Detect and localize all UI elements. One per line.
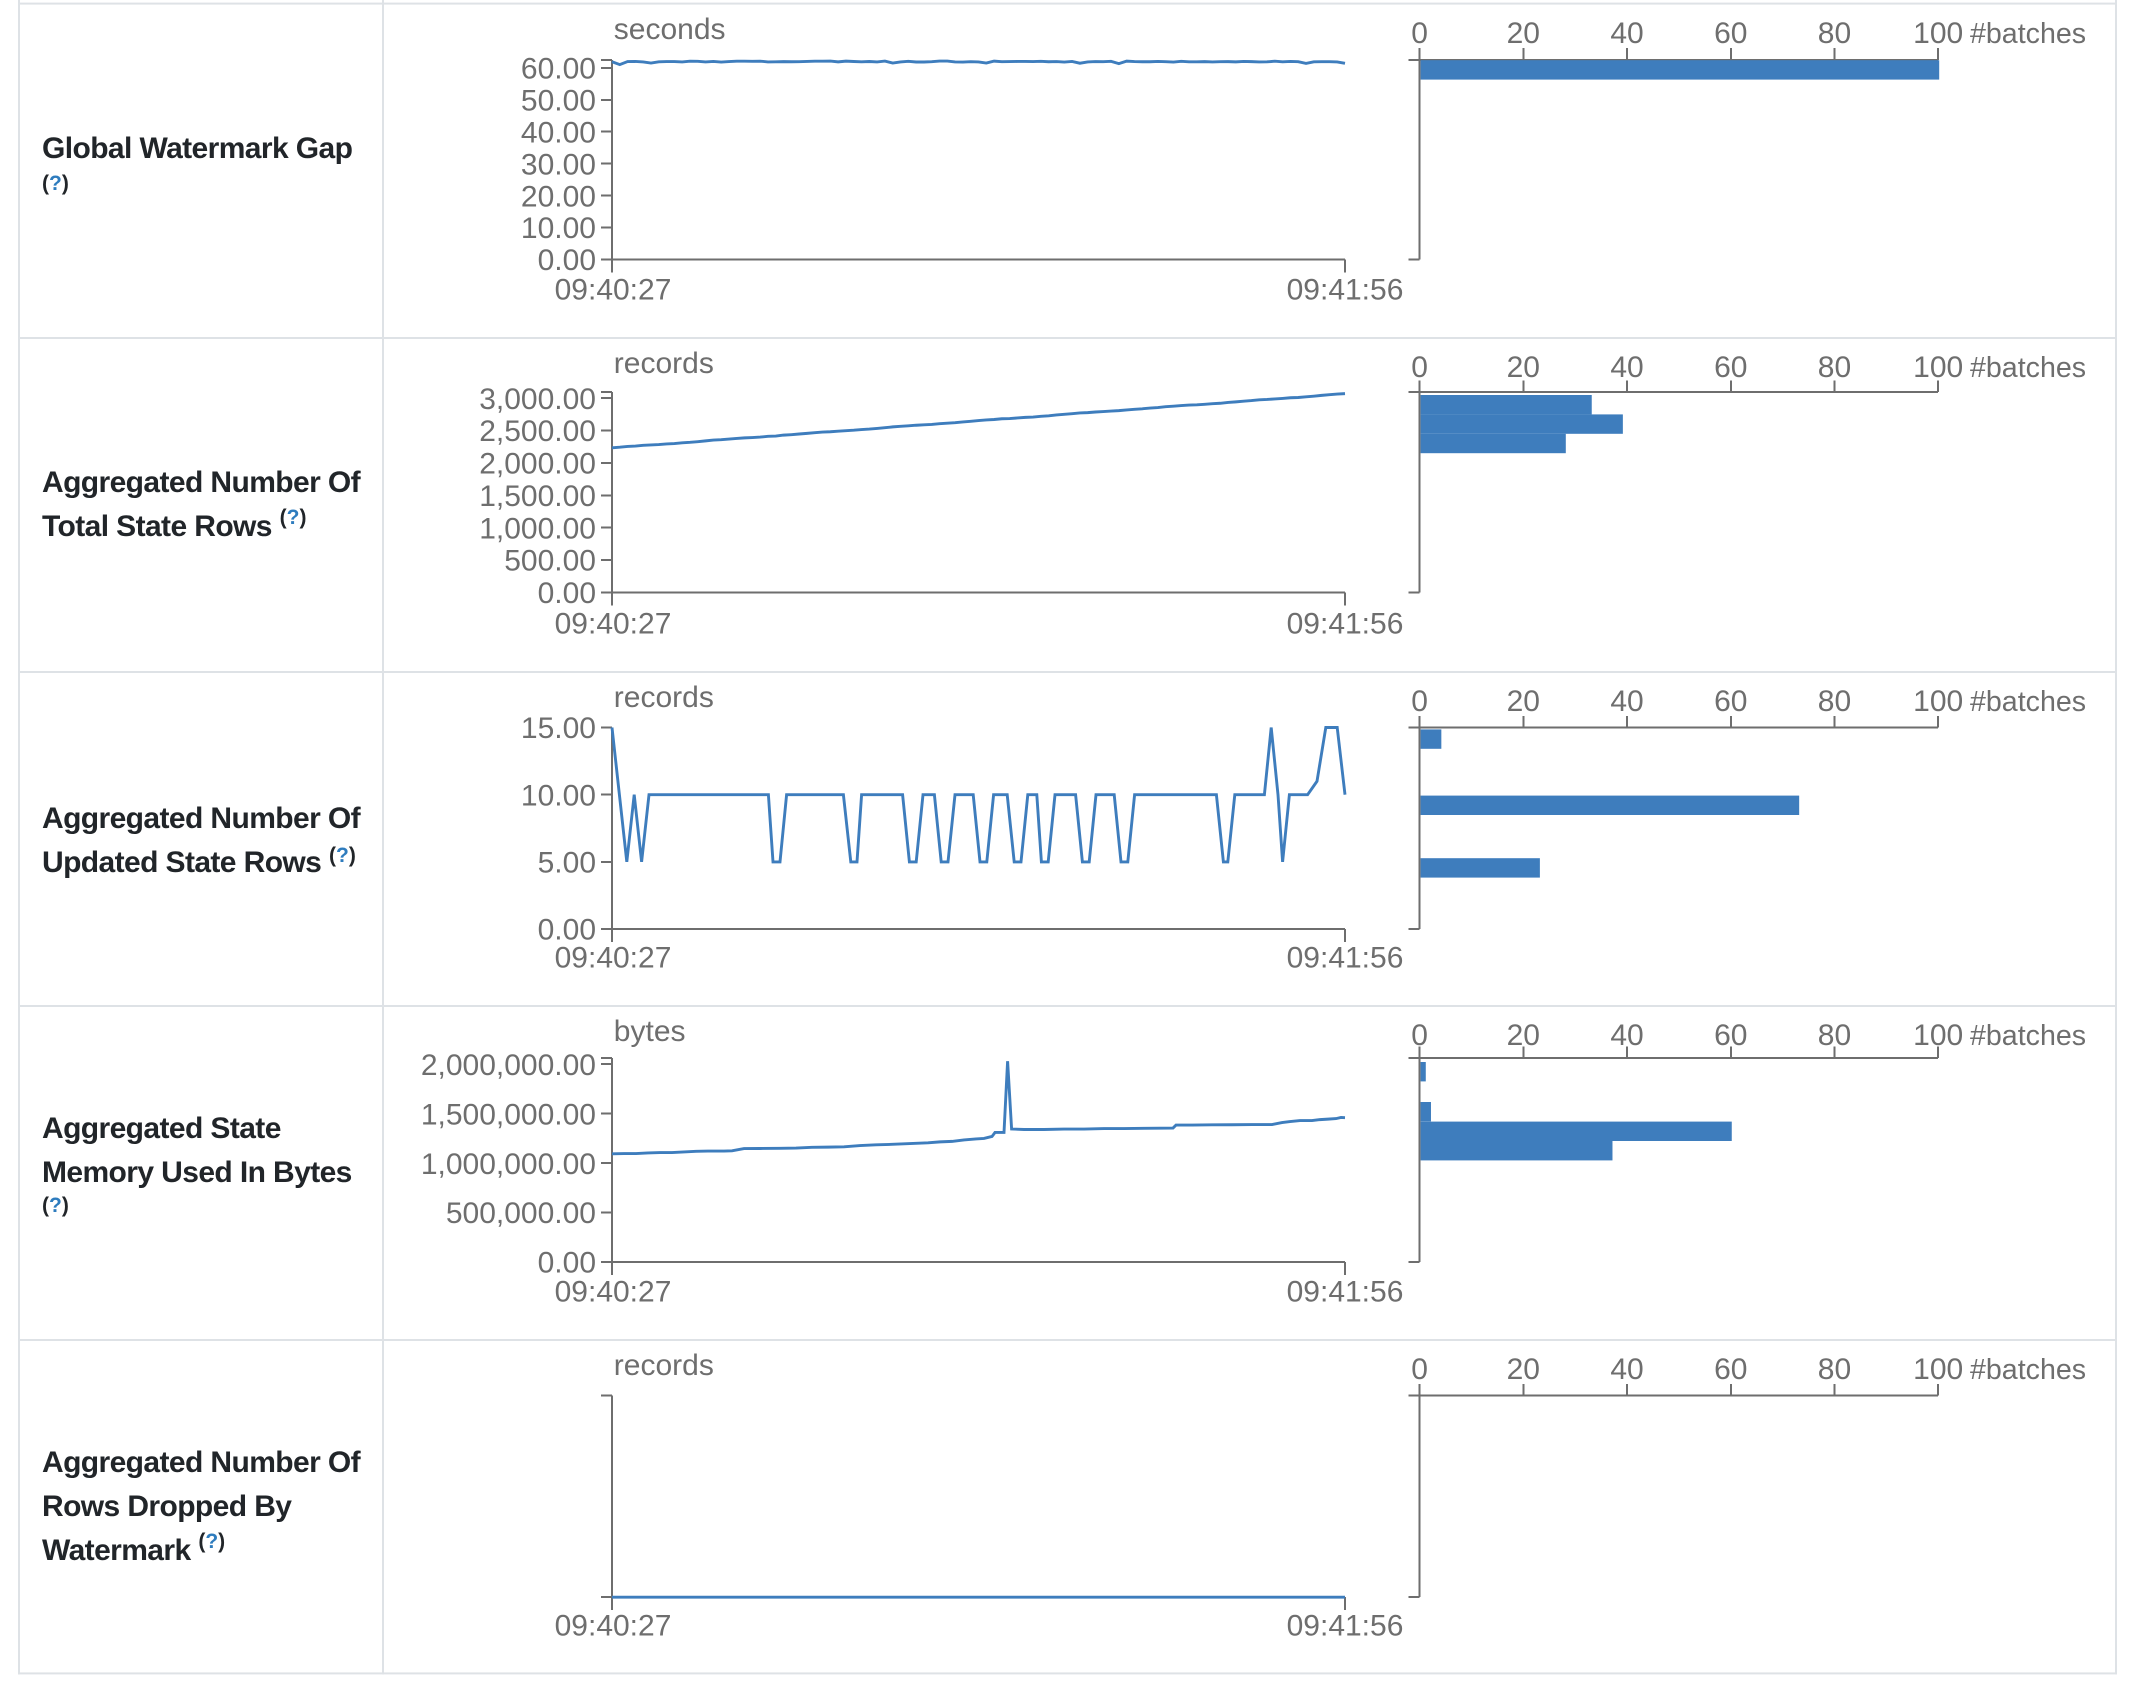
svg-text:2,000,000.00: 2,000,000.00: [421, 1049, 596, 1082]
svg-text:09:40:27: 09:40:27: [555, 1609, 672, 1642]
svg-text:60: 60: [1714, 351, 1747, 384]
svg-text:09:41:56: 09:41:56: [1287, 1275, 1404, 1308]
svg-text:09:41:56: 09:41:56: [1287, 273, 1404, 306]
svg-text:09:41:56: 09:41:56: [1287, 607, 1404, 640]
svg-text:80: 80: [1818, 1019, 1851, 1052]
svg-text:100: 100: [1913, 17, 1963, 50]
svg-text:0.00: 0.00: [538, 244, 596, 277]
svg-text:40: 40: [1610, 1019, 1643, 1052]
svg-text:3,000.00: 3,000.00: [479, 383, 596, 416]
svg-text:40: 40: [1610, 1353, 1643, 1386]
svg-text:10.00: 10.00: [521, 779, 596, 812]
svg-text:09:40:27: 09:40:27: [555, 273, 672, 306]
svg-text:100: 100: [1913, 351, 1963, 384]
svg-text:60: 60: [1714, 1019, 1747, 1052]
svg-text:0: 0: [1411, 1353, 1428, 1386]
svg-text:records: records: [614, 347, 714, 380]
svg-text:40: 40: [1610, 351, 1643, 384]
svg-text:500.00: 500.00: [504, 545, 596, 578]
svg-text:60: 60: [1714, 1353, 1747, 1386]
svg-text:20: 20: [1507, 685, 1540, 718]
svg-text:records: records: [614, 681, 714, 714]
svg-text:0: 0: [1411, 1019, 1428, 1052]
svg-text:0.00: 0.00: [538, 1247, 596, 1280]
svg-text:seconds: seconds: [614, 13, 726, 46]
svg-text:20.00: 20.00: [521, 180, 596, 213]
svg-text:40: 40: [1610, 685, 1643, 718]
svg-text:500,000.00: 500,000.00: [446, 1197, 596, 1230]
svg-text:#batches: #batches: [1970, 352, 2086, 384]
svg-text:40.00: 40.00: [521, 116, 596, 149]
svg-text:09:40:27: 09:40:27: [555, 941, 672, 974]
svg-text:100: 100: [1913, 685, 1963, 718]
svg-text:#batches: #batches: [1970, 18, 2086, 50]
svg-text:2,000.00: 2,000.00: [479, 448, 596, 481]
svg-text:09:41:56: 09:41:56: [1287, 1609, 1404, 1642]
svg-text:100: 100: [1913, 1019, 1963, 1052]
svg-text:0: 0: [1411, 685, 1428, 718]
svg-text:1,500.00: 1,500.00: [479, 480, 596, 513]
svg-text:15.00: 15.00: [521, 712, 596, 745]
svg-text:20: 20: [1507, 351, 1540, 384]
svg-text:#batches: #batches: [1970, 686, 2086, 718]
svg-text:09:40:27: 09:40:27: [555, 607, 672, 640]
svg-text:2,500.00: 2,500.00: [479, 415, 596, 448]
svg-text:20: 20: [1507, 1019, 1540, 1052]
svg-text:0: 0: [1411, 17, 1428, 50]
svg-text:60: 60: [1714, 685, 1747, 718]
svg-text:records: records: [614, 1349, 714, 1382]
svg-text:5.00: 5.00: [538, 847, 596, 880]
svg-text:80: 80: [1818, 351, 1851, 384]
svg-text:60.00: 60.00: [521, 52, 596, 85]
svg-text:40: 40: [1610, 17, 1643, 50]
svg-text:10.00: 10.00: [521, 212, 596, 245]
svg-text:100: 100: [1913, 1353, 1963, 1386]
svg-text:bytes: bytes: [614, 1015, 686, 1048]
svg-text:0.00: 0.00: [538, 577, 596, 610]
svg-text:0.00: 0.00: [538, 914, 596, 947]
svg-text:0: 0: [1411, 351, 1428, 384]
svg-text:20: 20: [1507, 17, 1540, 50]
svg-text:20: 20: [1507, 1353, 1540, 1386]
svg-text:1,000.00: 1,000.00: [479, 512, 596, 545]
svg-text:80: 80: [1818, 685, 1851, 718]
svg-text:1,500,000.00: 1,500,000.00: [421, 1098, 596, 1131]
svg-text:60: 60: [1714, 17, 1747, 50]
svg-text:30.00: 30.00: [521, 148, 596, 181]
svg-text:80: 80: [1818, 17, 1851, 50]
svg-text:09:41:56: 09:41:56: [1287, 941, 1404, 974]
svg-text:50.00: 50.00: [521, 84, 596, 117]
svg-text:#batches: #batches: [1970, 1354, 2086, 1386]
svg-text:#batches: #batches: [1970, 1020, 2086, 1052]
svg-text:09:40:27: 09:40:27: [555, 1275, 672, 1308]
svg-text:80: 80: [1818, 1353, 1851, 1386]
svg-text:1,000,000.00: 1,000,000.00: [421, 1148, 596, 1181]
